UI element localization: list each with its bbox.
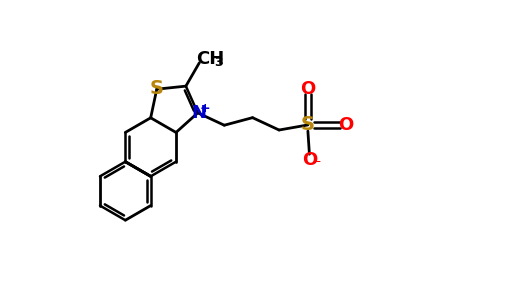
Text: 3: 3	[215, 55, 223, 68]
Text: N: N	[191, 104, 206, 122]
Text: S: S	[301, 116, 315, 134]
Text: S: S	[150, 79, 164, 98]
Text: ⁻: ⁻	[313, 157, 321, 171]
Text: O: O	[302, 151, 317, 169]
Text: +: +	[199, 102, 210, 115]
Text: O: O	[338, 116, 353, 134]
Text: O: O	[300, 80, 315, 98]
Text: CH: CH	[196, 50, 224, 68]
